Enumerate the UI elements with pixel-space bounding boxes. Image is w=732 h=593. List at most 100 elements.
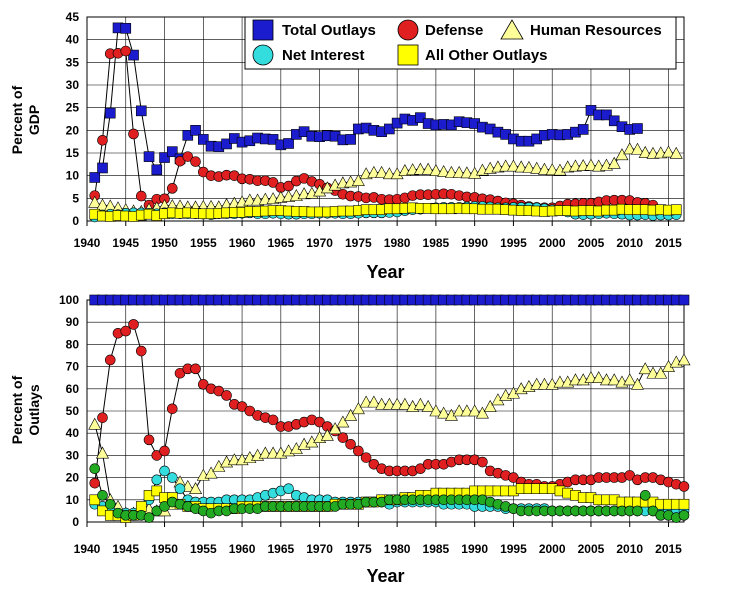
x-tick-label: 1945 [112, 542, 139, 556]
y-tick-label: 25 [66, 101, 80, 115]
data-point [537, 162, 551, 175]
data-point [678, 510, 690, 521]
data-point [413, 397, 427, 410]
data-point [477, 456, 488, 468]
data-point [506, 159, 520, 172]
data-point [104, 107, 116, 119]
data-point [344, 408, 358, 421]
series-markers-1 [89, 319, 690, 492]
legend-label: Net Interest [282, 47, 365, 64]
data-point [104, 498, 116, 510]
data-point [135, 105, 147, 117]
data-point [623, 142, 637, 155]
data-point [632, 505, 643, 517]
y-tick-label: 60 [66, 382, 80, 396]
y-tick-label: 10 [66, 169, 80, 183]
data-point [514, 160, 528, 173]
data-point [429, 164, 443, 176]
legend-label: Human Resources [530, 22, 662, 39]
data-point [623, 373, 637, 386]
data-point [483, 399, 497, 412]
data-point [452, 165, 466, 178]
data-point [468, 404, 482, 417]
x-tick-label: 2005 [578, 236, 605, 250]
legend-swatch [500, 19, 524, 40]
x-tick-label: 1985 [423, 236, 450, 250]
legend-label: All Other Outlays [425, 47, 548, 64]
x-tick-label: 1940 [74, 236, 101, 250]
x-tick-label: 1960 [229, 236, 256, 250]
y-tick-label: 5 [72, 191, 79, 205]
y-axis-label: Percent ofOutlays [9, 375, 42, 444]
x-axis-label: Year [366, 566, 404, 586]
data-point [166, 472, 178, 483]
data-point [522, 160, 536, 173]
legend-label: Defense [425, 22, 483, 39]
x-tick-label: 2000 [539, 542, 566, 556]
data-point [143, 434, 155, 446]
y-tick-label: 20 [66, 123, 80, 137]
data-point [421, 162, 435, 175]
data-point [615, 148, 629, 161]
data-point [345, 134, 356, 145]
data-point [89, 477, 101, 489]
legend: Total Outlays Defense Human Resources Net I… [244, 16, 677, 70]
data-point [197, 134, 209, 145]
data-point [89, 172, 101, 183]
data-point [429, 404, 443, 417]
data-point [337, 432, 349, 443]
series-markers-2 [88, 142, 683, 217]
data-point [120, 45, 132, 57]
data-point [351, 402, 365, 415]
data-point [384, 123, 395, 135]
y-tick-label: 35 [66, 55, 80, 69]
y-tick-label: 50 [66, 404, 80, 418]
data-point [190, 125, 201, 136]
x-tick-label: 1980 [384, 542, 411, 556]
data-point [475, 406, 489, 419]
data-point [584, 158, 598, 171]
y-tick-label: 0 [72, 214, 79, 228]
data-point [221, 390, 232, 401]
x-tick-label: 2010 [616, 542, 643, 556]
data-point [678, 498, 690, 510]
data-point [267, 177, 279, 188]
x-tick-label: 1965 [267, 236, 294, 250]
data-point [677, 353, 691, 366]
x-tick-label: 1955 [190, 542, 217, 556]
data-point [151, 485, 163, 497]
legend-box [244, 16, 677, 70]
data-point [577, 124, 589, 135]
data-point [135, 501, 147, 512]
y-tick-label: 15 [66, 146, 80, 160]
data-point [353, 445, 364, 457]
x-tick-label: 2015 [655, 236, 682, 250]
y-tick-label: 90 [66, 315, 80, 329]
data-point [437, 406, 451, 419]
data-point [151, 164, 163, 176]
y-axis-label: Percent ofGDP [9, 85, 42, 154]
x-tick-label: 1945 [112, 236, 139, 250]
x-tick-label: 1960 [229, 542, 256, 556]
y-tick-label: 0 [72, 515, 79, 529]
data-point [128, 319, 139, 330]
data-point [630, 142, 644, 155]
x-tick-label: 2005 [578, 542, 605, 556]
data-point [267, 414, 279, 426]
legend-swatch [397, 19, 419, 41]
data-point [283, 138, 294, 149]
data-point [166, 183, 178, 194]
data-point [135, 345, 147, 357]
data-point [97, 490, 108, 501]
data-point [89, 463, 101, 475]
y-tick-label: 10 [66, 493, 80, 507]
data-point [128, 128, 139, 140]
legend-swatch [252, 19, 274, 41]
data-point [592, 371, 606, 384]
data-point [143, 151, 155, 162]
data-point [97, 412, 108, 423]
data-point [320, 428, 334, 441]
data-point [661, 145, 675, 158]
data-point [120, 23, 132, 34]
